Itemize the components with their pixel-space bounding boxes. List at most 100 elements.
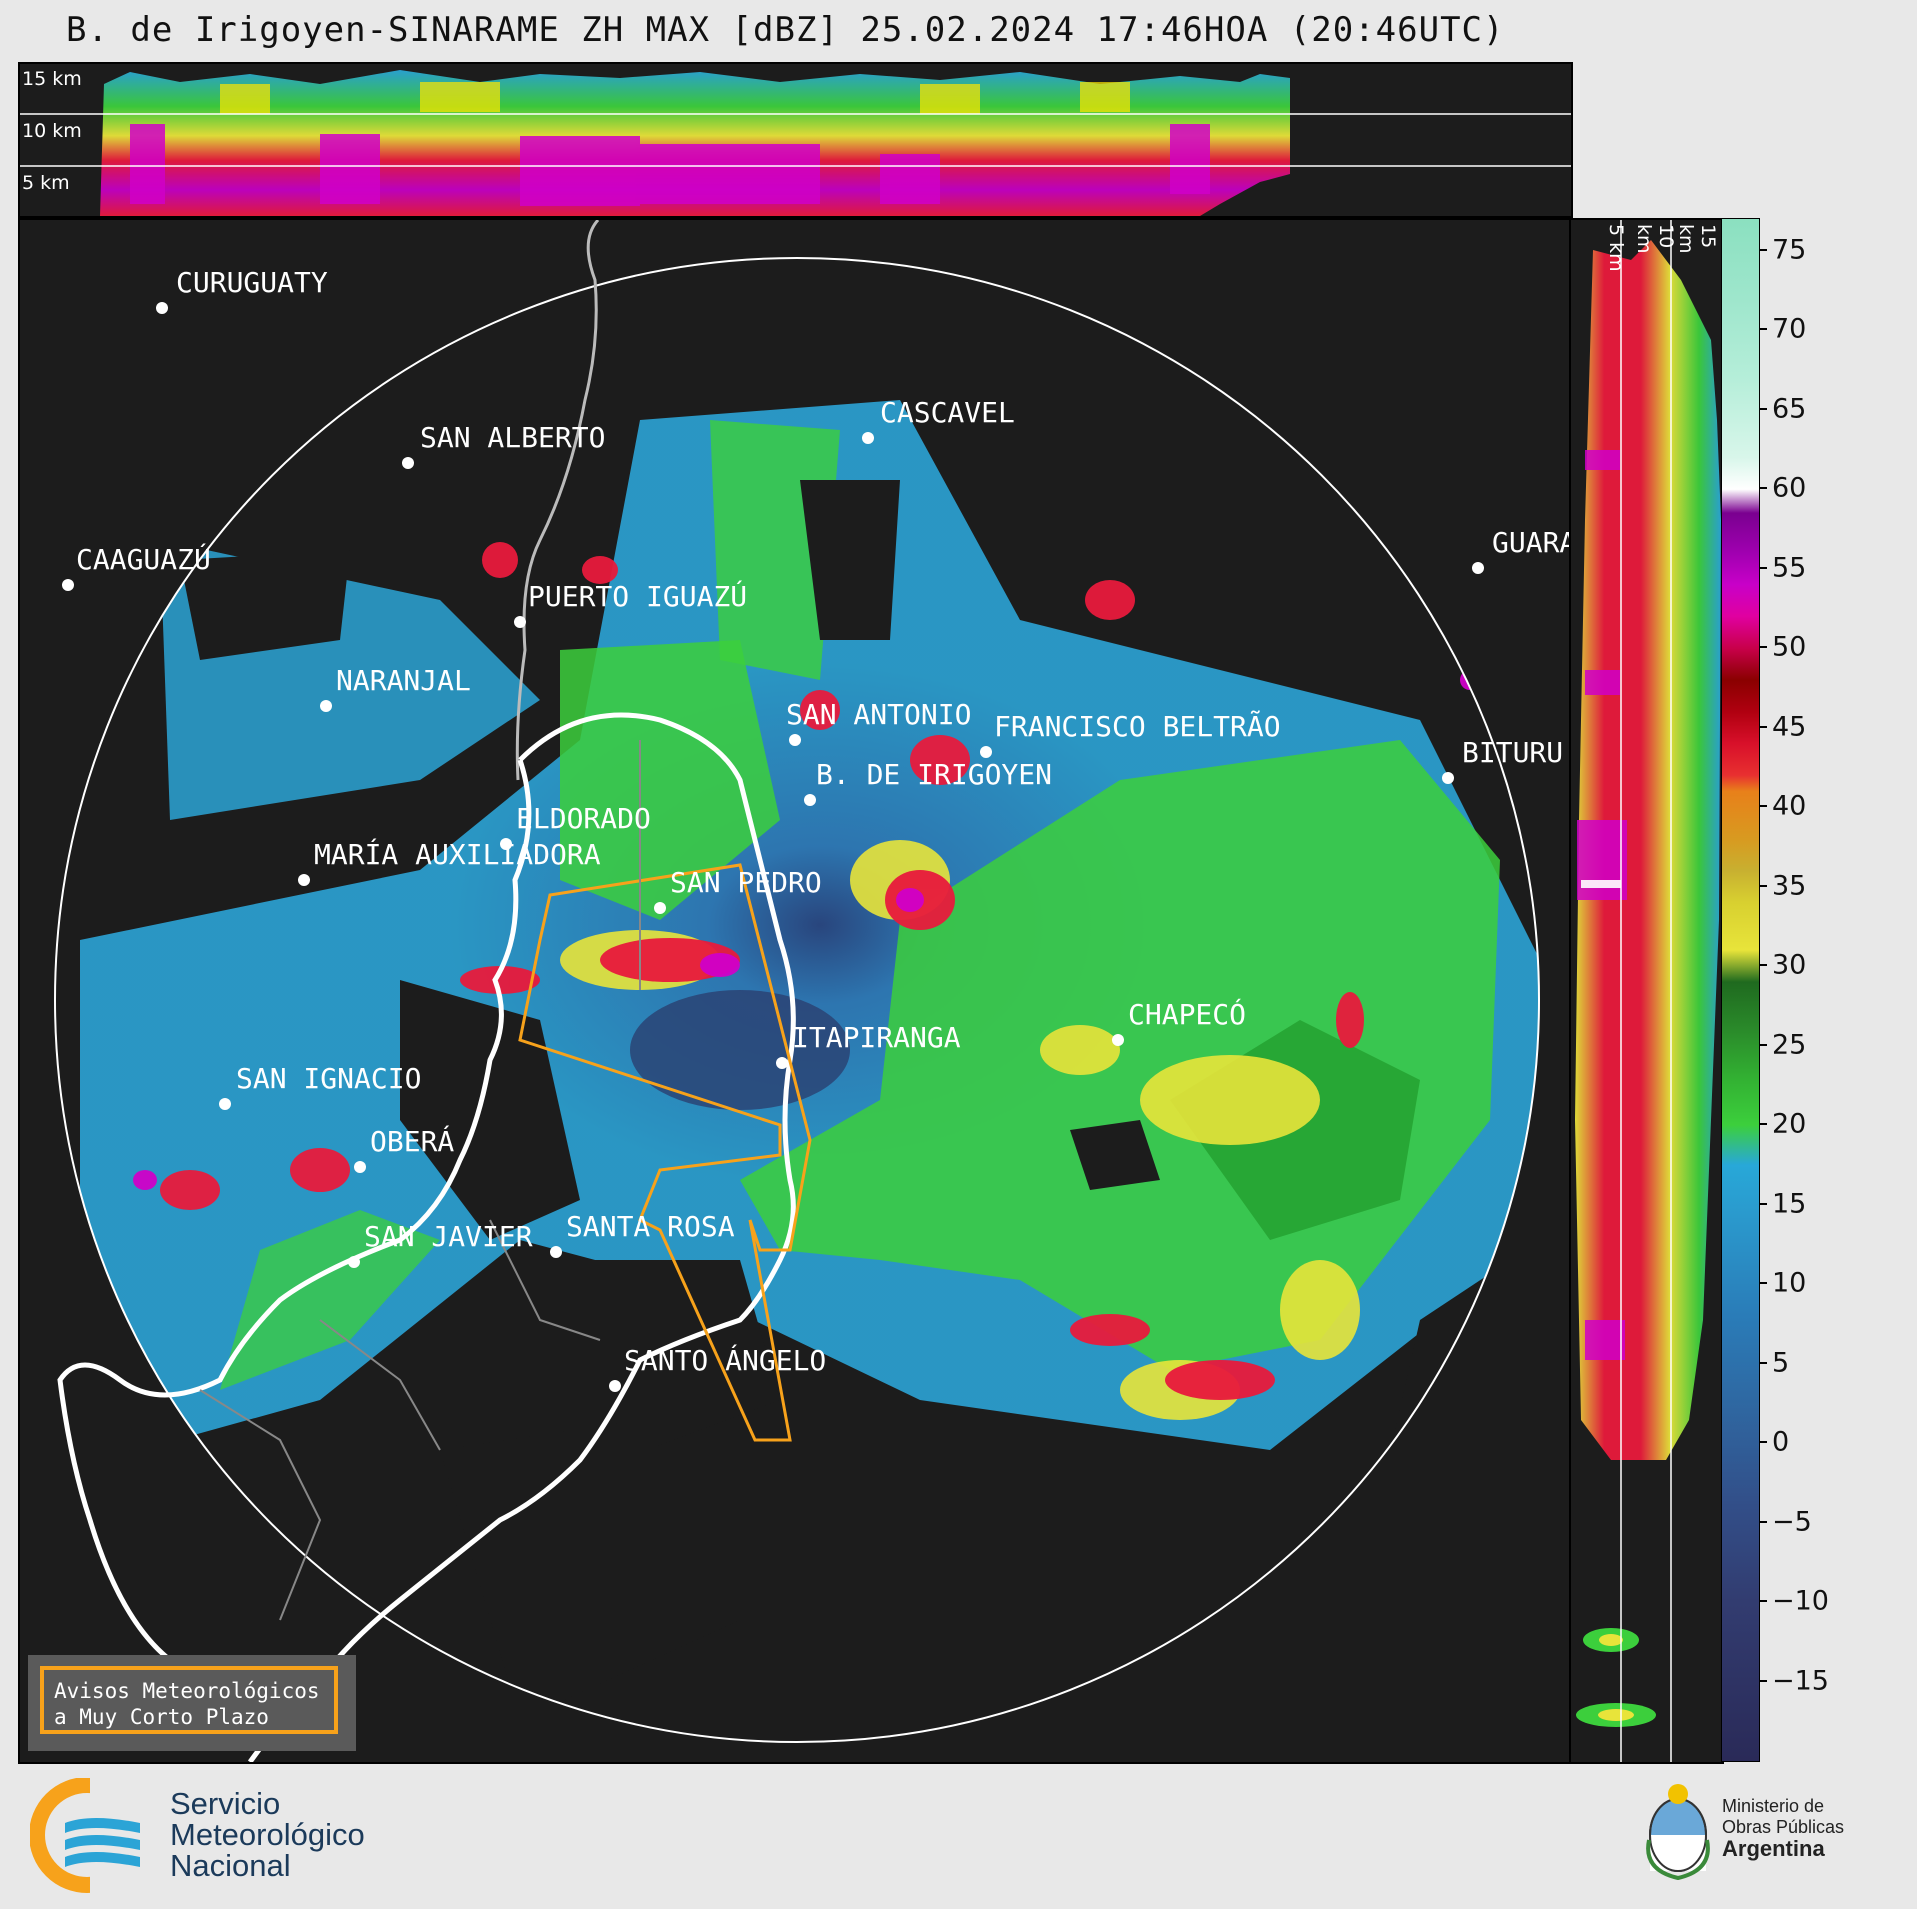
city-label: SAN PEDRO bbox=[670, 866, 822, 899]
colorbar-tick-label: −10 bbox=[1772, 1585, 1829, 1617]
city-label: SAN JAVIER bbox=[364, 1220, 533, 1253]
colorbar-tick-label: 55 bbox=[1772, 552, 1807, 584]
city-dot bbox=[1472, 562, 1484, 574]
city-label: CASCAVEL bbox=[880, 396, 1015, 429]
city-dot bbox=[980, 746, 992, 758]
side-height-label-10: 10 km bbox=[1633, 224, 1677, 254]
city-dot bbox=[500, 838, 512, 850]
colorbar-tick bbox=[1759, 1202, 1767, 1205]
warning-polygon bbox=[518, 863, 812, 1442]
city-label: GUARA bbox=[1492, 526, 1571, 559]
city-dot bbox=[298, 874, 310, 886]
city-dot bbox=[654, 902, 666, 914]
international-border bbox=[515, 220, 600, 781]
map-title: B. de Irigoyen-SINARAME ZH MAX [dBZ] 25.… bbox=[66, 10, 1505, 50]
colorbar-tick-label: −5 bbox=[1772, 1506, 1812, 1538]
city-label: ELDORADO bbox=[516, 802, 651, 835]
ministry-line-1: Ministerio de bbox=[1722, 1796, 1825, 1816]
colorbar-tick bbox=[1759, 248, 1767, 251]
city-label: SAN ALBERTO bbox=[420, 421, 605, 454]
colorbar-tick-label: 40 bbox=[1772, 790, 1807, 822]
city-dot bbox=[348, 1256, 360, 1268]
colorbar-tick bbox=[1759, 566, 1767, 569]
city-label: SANTA ROSA bbox=[566, 1210, 735, 1243]
city-label: FRANCISCO BELTRÃO bbox=[994, 710, 1281, 743]
legend-line-1: Avisos Meteorológicos bbox=[54, 1679, 320, 1703]
radar-range-circle bbox=[54, 257, 1540, 1743]
river-border-west bbox=[57, 759, 532, 1662]
colorbar-tick bbox=[1759, 328, 1767, 331]
city-dot bbox=[354, 1161, 366, 1173]
colorbar-tick bbox=[1759, 1679, 1767, 1682]
side-height-label-5: 5 km bbox=[1605, 224, 1627, 272]
smn-line-2: Meteorológico bbox=[170, 1817, 365, 1852]
radar-map-panel: CURUGUATY SAN ALBERTO CASCAVEL CAAGUAZÚ GUAR… bbox=[18, 218, 1573, 1764]
city-dot bbox=[862, 432, 874, 444]
radar-map: CURUGUATY SAN ALBERTO CASCAVEL CAAGUAZÚ GUAR… bbox=[54, 220, 1571, 1762]
colorbar-tick bbox=[1759, 1361, 1767, 1364]
colorbar-tick-label: 50 bbox=[1772, 631, 1807, 663]
city-label: NARANJAL bbox=[336, 664, 471, 697]
legend-line-2: a Muy Corto Plazo bbox=[54, 1705, 269, 1729]
smn-line-1: Servicio bbox=[170, 1786, 281, 1821]
ministry-line-2: Obras Públicas bbox=[1722, 1817, 1845, 1837]
colorbar-tick-label: 45 bbox=[1772, 711, 1807, 743]
city-dot bbox=[514, 616, 526, 628]
ministry-name: Ministerio de Obras Públicas Argentina bbox=[1722, 1796, 1844, 1861]
city-dot bbox=[219, 1098, 231, 1110]
city-label: SAN ANTONIO bbox=[786, 698, 971, 731]
city-dot bbox=[776, 1057, 788, 1069]
colorbar-tick bbox=[1759, 407, 1767, 410]
city-label: SANTO ÁNGELO bbox=[624, 1343, 826, 1377]
city-dot bbox=[789, 734, 801, 746]
colorbar-tick-label: 60 bbox=[1772, 472, 1807, 504]
colorbar-tick bbox=[1759, 1520, 1767, 1523]
colorbar-tick-label: 15 bbox=[1772, 1188, 1807, 1220]
city-label: ITAPIRANGA bbox=[792, 1021, 961, 1054]
dbz-colorbar bbox=[1721, 218, 1760, 1762]
ministry-line-3: Argentina bbox=[1722, 1836, 1825, 1861]
colorbar-tick bbox=[1759, 805, 1767, 808]
top-height-label-15: 15 km bbox=[22, 68, 82, 90]
colorbar-tick bbox=[1759, 725, 1767, 728]
side-cross-section-image bbox=[1575, 220, 1721, 1762]
city-label: CHAPECÓ bbox=[1128, 997, 1246, 1031]
side-cross-section-panel: 5 km 10 km 15 km bbox=[1569, 218, 1724, 1764]
city-dot bbox=[1112, 1034, 1124, 1046]
smn-name: Servicio Meteorológico Nacional bbox=[170, 1788, 365, 1881]
colorbar-tick-label: 70 bbox=[1772, 313, 1807, 345]
city-dot bbox=[804, 794, 816, 806]
radar-echoes bbox=[55, 258, 1539, 1742]
city-label: CURUGUATY bbox=[176, 266, 328, 299]
city-dot bbox=[156, 302, 168, 314]
colorbar-tick bbox=[1759, 646, 1767, 649]
colorbar-tick bbox=[1759, 964, 1767, 967]
side-height-label-15: 15 km bbox=[1675, 224, 1719, 254]
warning-legend: Avisos Meteorológicos a Muy Corto Plazo bbox=[28, 1655, 356, 1751]
smn-logo-icon bbox=[30, 1778, 150, 1893]
city-label: MARÍA AUXILIADORA bbox=[314, 837, 601, 871]
colorbar-tick bbox=[1759, 1441, 1767, 1444]
city-markers: CURUGUATY SAN ALBERTO CASCAVEL CAAGUAZÚ GUAR… bbox=[62, 266, 1571, 1392]
city-dot bbox=[609, 1380, 621, 1392]
colorbar-tick-label: 5 bbox=[1772, 1347, 1790, 1379]
colorbar-tick-label: 75 bbox=[1772, 234, 1807, 266]
city-label: BITURU bbox=[1462, 736, 1563, 769]
colorbar-tick bbox=[1759, 487, 1767, 490]
city-label: B. DE IRIGOYEN bbox=[816, 758, 1052, 791]
top-cross-section-image bbox=[20, 70, 1571, 216]
colorbar-tick-label: 30 bbox=[1772, 949, 1807, 981]
city-label: PUERTO IGUAZÚ bbox=[528, 579, 747, 613]
city-label: OBERÁ bbox=[370, 1124, 454, 1158]
city-dot bbox=[320, 700, 332, 712]
colorbar-tick bbox=[1759, 1600, 1767, 1603]
colorbar-tick bbox=[1759, 1123, 1767, 1126]
city-label: SAN IGNACIO bbox=[236, 1062, 421, 1095]
top-height-label-5: 5 km bbox=[22, 172, 70, 194]
colorbar-tick bbox=[1759, 884, 1767, 887]
city-label: CAAGUAZÚ bbox=[76, 542, 211, 576]
colorbar-tick-label: 0 bbox=[1772, 1426, 1790, 1458]
colorbar-tick bbox=[1759, 1043, 1767, 1046]
warning-legend-box: Avisos Meteorológicos a Muy Corto Plazo bbox=[40, 1666, 338, 1734]
city-dot bbox=[1442, 772, 1454, 784]
